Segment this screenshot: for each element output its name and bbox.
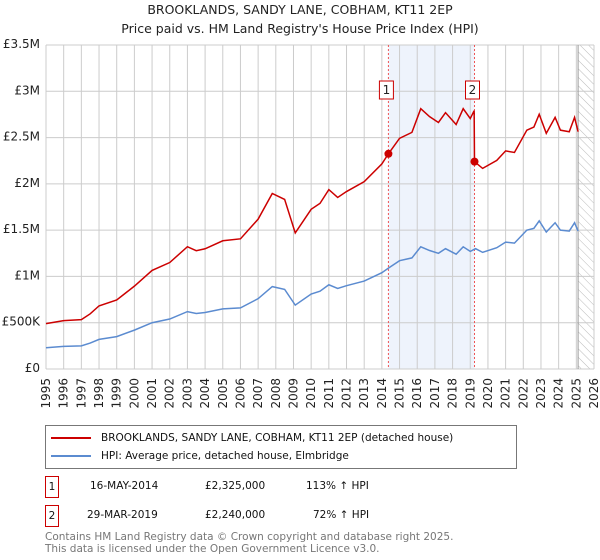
x-tick-label: 2008 <box>269 378 283 409</box>
y-tick-label: £500K <box>2 315 42 329</box>
x-tick-label: 2022 <box>516 378 530 409</box>
x-tick-label: 2025 <box>569 378 583 409</box>
x-tick-label: 2001 <box>145 378 159 409</box>
y-tick-label: £0 <box>25 361 40 375</box>
y-tick-label: £1M <box>14 268 40 282</box>
y-tick-label: £3M <box>14 83 40 97</box>
sale-point <box>384 149 393 158</box>
legend-label: BROOKLANDS, SANDY LANE, COBHAM, KT11 2EP… <box>101 432 454 444</box>
shaded-region <box>388 45 475 369</box>
x-tick-label: 2018 <box>446 378 460 409</box>
sale-hpi: 72% ↑ HPI <box>313 509 370 521</box>
sale-marker: 2 <box>45 505 59 527</box>
x-tick-label: 2020 <box>481 378 495 409</box>
sale-date: 16-MAY-2014 <box>90 480 159 492</box>
sale-row: 2 29-MAR-2019 £2,240,000 72% ↑ HPI <box>45 505 545 527</box>
hpi-line <box>45 219 579 349</box>
x-tick-label: 2005 <box>216 378 230 409</box>
price-chart: BROOKLANDS, SANDY LANE, COBHAM, KT11 2EP… <box>2 2 600 409</box>
x-tick-label: 1998 <box>92 378 106 409</box>
y-tick-label: £1.5M <box>3 222 40 236</box>
sale-label: 1 <box>383 83 391 97</box>
footer-copyright: Contains HM Land Registry data © Crown c… <box>45 531 454 543</box>
legend-swatch-red <box>51 437 91 439</box>
legend-item-property: BROOKLANDS, SANDY LANE, COBHAM, KT11 2EP… <box>51 430 453 446</box>
sale-hpi: 113% ↑ HPI <box>306 480 369 492</box>
x-tick-label: 2012 <box>340 378 354 409</box>
property-line <box>45 107 579 325</box>
chart-title: BROOKLANDS, SANDY LANE, COBHAM, KT11 2EP <box>147 2 453 17</box>
y-tick-label: £3.5M <box>3 37 40 51</box>
x-tick-label: 2011 <box>322 378 336 409</box>
x-tick-label: 2010 <box>304 378 318 409</box>
x-tick-label: 1996 <box>57 378 71 409</box>
chart-subtitle: Price paid vs. HM Land Registry's House … <box>121 21 478 36</box>
x-tick-label: 2019 <box>463 378 477 409</box>
legend-swatch-blue <box>51 455 91 457</box>
sale-date: 29-MAR-2019 <box>87 509 158 521</box>
legend: BROOKLANDS, SANDY LANE, COBHAM, KT11 2EP… <box>45 425 517 469</box>
forecast-hatch <box>578 45 594 369</box>
sale-row: 1 16-MAY-2014 £2,325,000 113% ↑ HPI <box>45 476 545 498</box>
x-tick-label: 2002 <box>163 378 177 409</box>
y-tick-label: £2.5M <box>3 130 40 144</box>
x-tick-label: 1995 <box>39 378 53 409</box>
x-tick-label: 2014 <box>375 378 389 409</box>
x-tick-label: 2017 <box>428 378 442 409</box>
x-tick-label: 2021 <box>499 378 513 409</box>
x-tick-label: 1999 <box>110 378 124 409</box>
sale-marker: 1 <box>45 476 59 498</box>
x-tick-label: 2015 <box>393 378 407 409</box>
legend-label: HPI: Average price, detached house, Elmb… <box>101 450 349 462</box>
x-tick-label: 2024 <box>552 378 566 409</box>
x-tick-label: 2007 <box>251 378 265 409</box>
x-tick-label: 2006 <box>233 378 247 409</box>
x-tick-label: 1997 <box>74 378 88 409</box>
x-tick-label: 2000 <box>127 378 141 409</box>
x-tick-label: 2004 <box>198 378 212 409</box>
sale-label-box <box>378 80 394 100</box>
x-tick-label: 2003 <box>180 378 194 409</box>
x-tick-label: 2023 <box>534 378 548 409</box>
y-tick-label: £2M <box>14 176 40 190</box>
x-tick-label: 2016 <box>410 378 424 409</box>
sale-label: 2 <box>469 83 477 97</box>
sale-label-box <box>465 80 481 100</box>
legend-item-hpi: HPI: Average price, detached house, Elmb… <box>51 448 349 464</box>
x-tick-label: 2009 <box>286 378 300 409</box>
x-tick-label: 2026 <box>587 378 600 409</box>
sale-price: £2,240,000 <box>205 509 266 521</box>
sale-point <box>470 157 479 166</box>
sale-price: £2,325,000 <box>205 480 266 492</box>
x-tick-label: 2013 <box>357 378 371 409</box>
footer-licence: This data is licensed under the Open Gov… <box>45 543 380 555</box>
footer: Contains HM Land Registry data © Crown c… <box>45 531 453 555</box>
